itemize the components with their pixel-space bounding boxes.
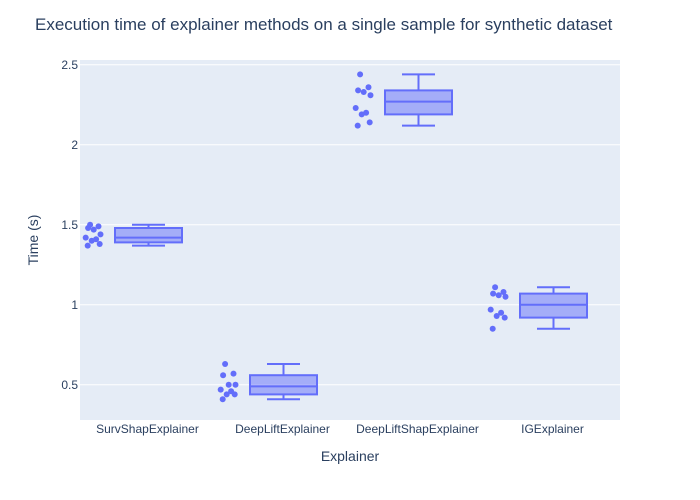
data-point bbox=[352, 105, 359, 111]
box-group-SurvShapExplainer bbox=[82, 221, 183, 249]
x-axis-title: Explainer bbox=[321, 448, 380, 464]
box-group-DeepLiftExplainer bbox=[217, 361, 318, 403]
data-point bbox=[219, 396, 226, 403]
y-tick-label: 0.5 bbox=[61, 378, 78, 392]
data-point bbox=[500, 289, 507, 295]
data-point bbox=[96, 241, 103, 247]
data-point bbox=[95, 223, 102, 230]
box-series bbox=[82, 71, 588, 403]
data-point bbox=[502, 293, 509, 300]
box-body bbox=[249, 374, 318, 396]
y-tick-label: 1 bbox=[71, 298, 78, 312]
data-point bbox=[365, 84, 372, 91]
data-point bbox=[354, 122, 361, 129]
x-tick-label: SurvShapExplainer bbox=[96, 422, 199, 436]
data-point bbox=[490, 290, 497, 297]
data-point bbox=[501, 314, 508, 321]
y-tick-label: 2 bbox=[71, 138, 78, 152]
y-tick-label: 1.5 bbox=[61, 218, 78, 232]
data-point bbox=[88, 237, 95, 244]
data-point bbox=[232, 381, 239, 388]
data-point bbox=[495, 292, 502, 299]
y-tick-label: 2.5 bbox=[61, 58, 78, 72]
data-point bbox=[225, 381, 232, 388]
chart-title: Execution time of explainer methods on a… bbox=[35, 15, 613, 34]
data-point bbox=[366, 119, 373, 126]
data-point bbox=[367, 92, 374, 99]
data-point bbox=[230, 370, 237, 377]
data-point bbox=[493, 313, 500, 319]
data-point bbox=[360, 89, 367, 95]
data-point bbox=[223, 391, 230, 398]
data-point bbox=[231, 391, 238, 398]
y-axis-title: Time (s) bbox=[25, 215, 41, 266]
data-point bbox=[357, 71, 364, 78]
x-tick-label: DeepLiftExplainer bbox=[235, 422, 330, 436]
data-point bbox=[489, 325, 496, 332]
box-body bbox=[114, 227, 183, 244]
data-point bbox=[358, 111, 365, 118]
data-point bbox=[217, 386, 224, 393]
data-point bbox=[492, 284, 499, 291]
data-point bbox=[90, 226, 97, 233]
data-point bbox=[85, 225, 92, 231]
grid-lines bbox=[80, 64, 620, 386]
data-point bbox=[487, 306, 494, 313]
data-point bbox=[82, 234, 89, 241]
x-tick-labels: SurvShapExplainer DeepLiftExplainer DeepLi… bbox=[96, 422, 584, 436]
box-group-DeepLiftShapExplainer bbox=[352, 71, 453, 129]
data-point bbox=[498, 309, 505, 316]
x-tick-label: IGExplainer bbox=[521, 422, 584, 436]
data-point bbox=[97, 231, 104, 238]
data-point bbox=[220, 372, 227, 379]
x-tick-label: DeepLiftShapExplainer bbox=[356, 422, 479, 436]
data-point bbox=[84, 242, 91, 249]
y-tick-labels: 0.5 1 1.5 2 2.5 bbox=[61, 58, 78, 392]
data-point bbox=[355, 87, 362, 94]
box-group-IGExplainer bbox=[487, 284, 588, 332]
data-point bbox=[222, 361, 229, 367]
